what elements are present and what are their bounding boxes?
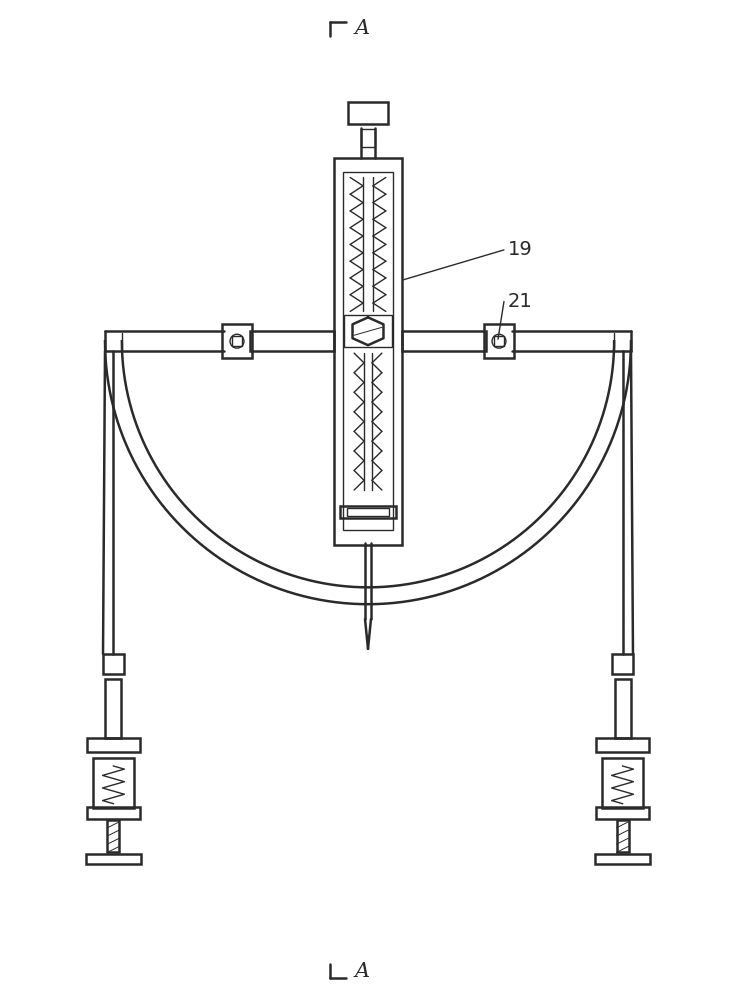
Bar xyxy=(93,758,134,808)
Bar xyxy=(334,158,402,545)
Bar xyxy=(85,854,141,864)
Bar xyxy=(87,738,141,752)
Bar xyxy=(595,807,649,819)
Text: A: A xyxy=(354,19,369,38)
Bar xyxy=(102,654,124,674)
Bar xyxy=(222,324,252,358)
Bar xyxy=(347,508,389,516)
Bar xyxy=(484,324,514,358)
Bar xyxy=(615,679,631,738)
Text: 21: 21 xyxy=(508,292,533,311)
Bar xyxy=(250,331,334,351)
Bar xyxy=(602,758,643,808)
Bar xyxy=(361,129,375,147)
Bar xyxy=(612,654,634,674)
Bar xyxy=(595,738,649,752)
Bar xyxy=(343,172,393,530)
Text: A: A xyxy=(354,962,369,981)
Bar xyxy=(87,807,141,819)
Bar xyxy=(348,102,388,124)
Bar xyxy=(344,315,392,347)
Bar xyxy=(105,679,121,738)
Bar xyxy=(494,336,504,346)
Bar xyxy=(617,820,629,852)
Bar xyxy=(402,331,486,351)
Bar xyxy=(232,336,242,346)
Text: 19: 19 xyxy=(508,240,533,259)
Bar xyxy=(595,854,651,864)
Bar xyxy=(340,506,396,518)
Bar xyxy=(107,820,119,852)
